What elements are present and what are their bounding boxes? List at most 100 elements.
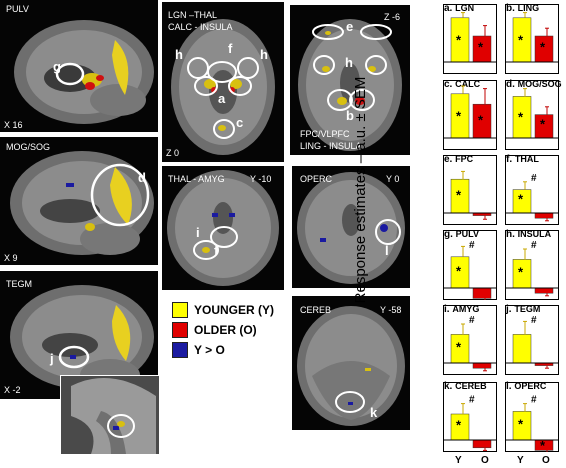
bar-panel-letter: j. (506, 304, 515, 315)
bar-panel-frame (505, 230, 559, 300)
legend-swatch-y-gt-o (172, 342, 188, 358)
bar-panel-title: d. MOG/SOG (506, 79, 562, 90)
tegm-slice-panel: TEGM j X -2 (0, 271, 158, 399)
bar-panel-title: a. LGN (444, 3, 474, 14)
panel-caption-fpc-line1: FPC/VLPFC (300, 129, 350, 139)
group-difference-hash: # (469, 315, 475, 326)
bar-older (472, 439, 492, 449)
bar-panel-frame (505, 4, 559, 74)
slice-coordinate-cereb: Y -58 (380, 305, 402, 315)
tegm-brain-image (10, 285, 154, 391)
marker-label-e: e (346, 19, 354, 34)
group-difference-hash: # (469, 240, 475, 251)
marker-label-l: l (385, 243, 389, 258)
legend-swatch-younger (172, 302, 188, 318)
bar-panel-region: CEREB (455, 381, 487, 391)
significance-star-younger: * (518, 265, 524, 280)
bar-panel-frame (443, 305, 497, 375)
bar-panel-title: k. CEREB (444, 381, 487, 392)
marker-label-k: k (370, 405, 378, 420)
bar-panel-region: OPERC (514, 381, 547, 391)
slice-coordinate-lgn: Z 0 (166, 148, 180, 158)
significance-star-younger: * (518, 417, 524, 432)
bar-panel-title: b. LING (506, 3, 539, 14)
marker-circle-h-left (187, 57, 209, 79)
panel-title-tegm: TEGM (6, 279, 32, 289)
x-tick-older-right: O (542, 455, 550, 466)
marker-label-g: g (53, 59, 61, 74)
panel-title-lgn-line1: LGN –THAL (168, 10, 218, 20)
bar-panel-plot: * * (443, 80, 497, 150)
bar-panel-plot: * (443, 155, 497, 225)
bar-panel-title: e. FPC (444, 154, 473, 165)
bar-panel-title: i. AMYG (444, 304, 479, 315)
marker-circle-g (55, 62, 85, 86)
fpc-slice-panel: Z -6 e h b FPC/VLPFC LING - INSULA (290, 5, 410, 155)
bar-panel-plot: * * (505, 80, 559, 150)
bar-older (534, 212, 554, 219)
bar-panel-lgn: a. LGN * * (443, 3, 497, 74)
significance-star-younger: * (456, 418, 462, 433)
tegm-zoom-inset (60, 375, 160, 455)
bar-panel-calc: c. CALC * * (443, 79, 497, 150)
bar-panel-plot: *# (443, 382, 497, 452)
bar-panel-title: h. INSULA (506, 229, 551, 240)
marker-label-a: a (218, 91, 226, 106)
marker-circle-h-fpc-right (365, 55, 387, 75)
bar-panel-letter: e. (444, 154, 456, 165)
bar-older (472, 287, 492, 299)
legend-label-y-gt-o: Y > O (194, 343, 225, 357)
marker-circle-e-left (312, 24, 344, 40)
bar-panel-region: THAL (514, 154, 539, 164)
legend-label-younger: YOUNGER (Y) (194, 303, 275, 317)
panel-title-mog: MOG/SOG (6, 142, 51, 152)
bar-panel-plot: * * (443, 4, 497, 74)
bar-panel-region: MOG/SOG (517, 79, 562, 89)
bar-panel-frame (505, 80, 559, 150)
legend-item-younger: YOUNGER (Y) (172, 302, 274, 318)
bar-panel-pulv: g. PULV * # (443, 229, 497, 300)
significance-star-younger: * (456, 32, 462, 47)
bar-panel-letter: k. (444, 381, 456, 392)
bar-panel-fpc: e. FPC * (443, 154, 497, 225)
bar-panel-region: LGN (455, 3, 475, 13)
marker-circle-e-right (360, 24, 392, 40)
significance-star-older: * (540, 117, 546, 132)
bar-panel-amyg: i. AMYG * # (443, 304, 497, 375)
significance-star-older: * (540, 438, 546, 452)
significance-star-younger: * (518, 109, 524, 124)
bar-panel-frame (443, 80, 497, 150)
bar-older (472, 362, 492, 369)
panel-caption-fpc-line2: LING - INSULA (300, 141, 362, 151)
marker-label-f: f (228, 41, 233, 56)
bar-panel-letter: g. (444, 229, 456, 240)
bar-panel-frame (443, 155, 497, 225)
bar-panel-letter: a. (444, 3, 456, 14)
x-tick-younger-right: Y (517, 455, 524, 466)
significance-star-younger: * (518, 192, 524, 207)
marker-circle-j (58, 345, 90, 369)
bar-panel-region: AMYG (452, 304, 480, 314)
marker-label-c: c (236, 115, 244, 130)
legend-swatch-older (172, 322, 188, 338)
bar-panel-title: g. PULV (444, 229, 479, 240)
marker-label-h-fpc: h (345, 55, 353, 70)
thal-slice-panel: THAL - AMYG Y -10 i f (162, 166, 284, 290)
bar-panel-frame (505, 305, 559, 375)
bar-panel-region: INSULA (517, 229, 552, 239)
cereb-slice-panel: CEREB Y -58 k (292, 296, 410, 430)
significance-star-younger: * (456, 187, 462, 202)
slice-coordinate-fpc: Z -6 (384, 12, 401, 22)
bar-panel-region: FPC (455, 154, 474, 164)
significance-star-older: * (540, 40, 546, 55)
bar-panel-plot: *# (443, 230, 497, 300)
bar-panel-plot: * * # (505, 382, 559, 452)
operc-brain-image (297, 172, 405, 284)
group-difference-hash: # (531, 395, 537, 406)
bar-panel-mog-sog: d. MOG/SOG * * (505, 79, 562, 150)
cereb-brain-image (297, 306, 405, 426)
bar-panel-frame (443, 4, 497, 74)
marker-label-h-right: h (260, 47, 268, 62)
significance-star-younger: * (456, 264, 462, 279)
marker-circle-l (375, 219, 401, 245)
